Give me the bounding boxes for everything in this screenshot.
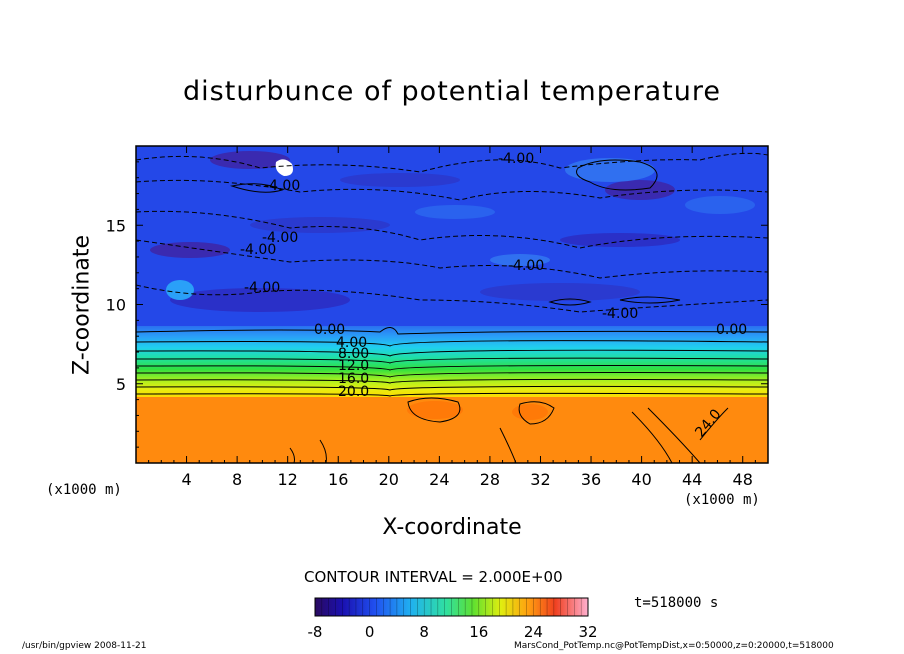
contour-neg xyxy=(136,239,768,279)
contour-24 xyxy=(518,401,555,425)
y-tick-label: 5 xyxy=(116,375,126,394)
warm-cell xyxy=(512,404,548,420)
contour-label: 0.00 xyxy=(716,322,747,338)
y-tick-label: 15 xyxy=(106,216,126,235)
footer-source: MarsCond_PotTemp.nc@PotTempDist,x=0:5000… xyxy=(514,641,834,651)
contour-interval-label: CONTOUR INTERVAL = 2.000E+00 xyxy=(304,568,563,586)
cold-patch xyxy=(210,151,290,169)
contour-neg xyxy=(136,152,768,173)
colorbar-tick-label: 24 xyxy=(524,623,543,641)
x-tick-label: 44 xyxy=(682,470,702,489)
contour-label: 8.00 xyxy=(338,346,369,362)
contour-label: -4.00 xyxy=(262,230,298,246)
warm-patch xyxy=(490,254,550,266)
contour-20 xyxy=(136,392,768,397)
warm-patch xyxy=(685,196,755,214)
contour-14 xyxy=(136,372,768,378)
colorbar-tick-label: 32 xyxy=(578,623,597,641)
contour-label: -4.00 xyxy=(240,242,276,258)
contour-label: 20.0 xyxy=(338,384,369,400)
contour-closed xyxy=(548,298,592,306)
contour-label: 0.00 xyxy=(314,322,345,338)
contour-neg xyxy=(136,284,768,313)
warm-patch xyxy=(166,280,194,300)
contour-24 xyxy=(319,439,327,463)
inversion-layer xyxy=(136,326,768,398)
x-tick-label: 12 xyxy=(278,470,298,489)
x-tick-label: 24 xyxy=(429,470,449,489)
cold-patch xyxy=(150,242,230,258)
contour-24 xyxy=(631,411,673,463)
cold-patch xyxy=(560,233,680,247)
x-axis-label: X-coordinate xyxy=(382,515,522,540)
x-tick-label: 48 xyxy=(733,470,753,489)
x-tick-label: 32 xyxy=(530,470,550,489)
chart-title: disturbunce of potential temperature xyxy=(183,76,721,107)
cold-patch xyxy=(170,288,350,312)
contour-label: -4.00 xyxy=(498,151,534,167)
contour-label: 4.00 xyxy=(336,335,367,351)
contour-4 xyxy=(136,340,768,347)
time-label: t=518000 s xyxy=(634,595,719,611)
cold-patch xyxy=(340,173,460,187)
contour-label: 12.0 xyxy=(338,358,369,374)
warm-patch xyxy=(415,205,495,219)
warm-patch xyxy=(565,158,655,182)
x-tick-label: 40 xyxy=(631,470,651,489)
contour-closed xyxy=(619,296,681,304)
colorbar-tick-label: 16 xyxy=(469,623,488,641)
contour-24 xyxy=(289,447,295,463)
contour-24 xyxy=(647,407,701,463)
colorbar-ticks: -8 0 8 16 24 32 xyxy=(308,623,598,641)
contour-label: -4.00 xyxy=(508,258,544,274)
colorbar-tick-label: 8 xyxy=(419,623,429,641)
cold-patch xyxy=(480,283,640,301)
colorbar-levels xyxy=(321,598,582,616)
contour-12 xyxy=(136,365,768,371)
x-unit-right: (x1000 m) xyxy=(684,492,760,508)
warm-cell xyxy=(407,401,463,419)
x-unit-left: (x1000 m) xyxy=(46,482,122,498)
blank-patch xyxy=(275,159,293,176)
contour-label: -4.00 xyxy=(602,306,638,322)
contour-8 xyxy=(136,349,768,357)
x-tick-label: 36 xyxy=(581,470,601,489)
x-tick-label: 4 xyxy=(181,470,191,489)
cold-patch xyxy=(250,217,390,233)
contour-24 xyxy=(407,397,461,423)
contour-24 xyxy=(699,407,729,441)
contour-lines xyxy=(136,152,768,463)
y-axis: 5 10 15 xyxy=(106,161,768,448)
contour-closed xyxy=(576,159,658,191)
colorbar-tick-label: -8 xyxy=(308,623,323,641)
contour-18 xyxy=(136,385,768,391)
contour-labels: -4.00 -4.00 -4.00 -4.00 -4.00 -4.00 -4.0… xyxy=(240,151,747,441)
contour-16 xyxy=(136,378,768,384)
x-axis: 4 8 12 16 20 24 28 32 36 40 44 48 xyxy=(148,146,756,489)
x-tick-label: 16 xyxy=(328,470,348,489)
contour-label: 16.0 xyxy=(338,371,369,387)
contour-closed xyxy=(230,183,284,193)
contour-label: -4.00 xyxy=(244,280,280,296)
x-tick-label: 20 xyxy=(379,470,399,489)
contour-neg xyxy=(136,210,768,249)
contour-label: -4.00 xyxy=(264,178,300,194)
contour-0 xyxy=(136,327,768,335)
heatmap-field xyxy=(136,146,768,463)
x-tick-label: 28 xyxy=(480,470,500,489)
colorbar-tick-label: 0 xyxy=(365,623,375,641)
contour-10 xyxy=(136,357,768,364)
y-tick-label: 10 xyxy=(106,296,126,315)
footer-command: /usr/bin/gpview 2008-11-21 xyxy=(22,641,147,651)
x-tick-label: 8 xyxy=(232,470,242,489)
